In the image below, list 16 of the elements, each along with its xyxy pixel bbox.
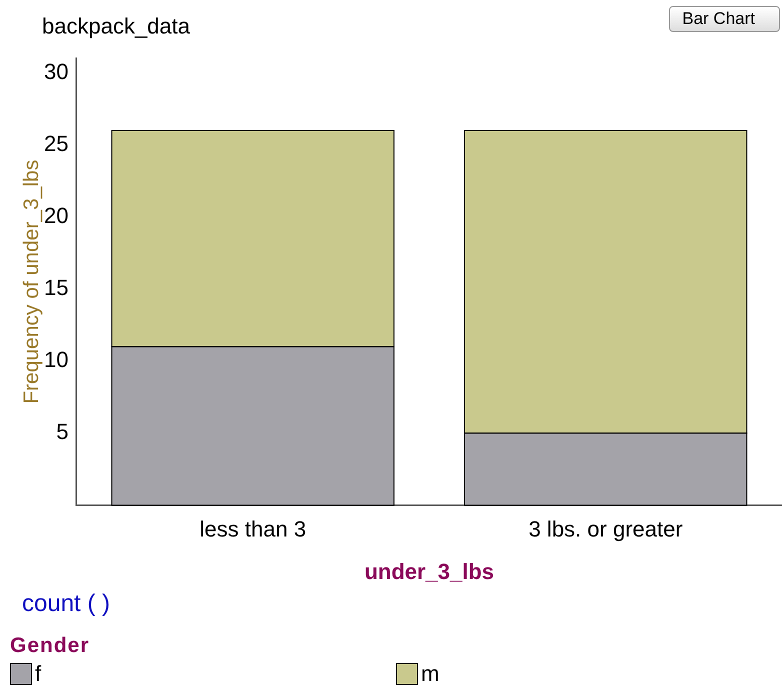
- y-tick-label: 5: [56, 419, 68, 444]
- x-tick-label: 3 lbs. or greater: [528, 516, 683, 542]
- y-axis-title: Frequency of under_3_lbs: [20, 160, 43, 404]
- y-tick-label: 15: [44, 275, 68, 300]
- y-tick-label: 10: [44, 347, 68, 372]
- y-tick-label: 25: [44, 130, 68, 156]
- legend-label: f: [35, 661, 42, 686]
- legend-title: Gender: [10, 634, 90, 658]
- y-tick-label: 30: [44, 58, 68, 84]
- y-tick-label: 20: [44, 203, 68, 228]
- x-tick-label: less than 3: [200, 516, 306, 542]
- chart-title: backpack_data: [42, 13, 191, 38]
- legend-label: m: [421, 661, 440, 686]
- text: Bar Chart: [669, 6, 780, 32]
- text: count ( ): [22, 590, 110, 618]
- x-axis-title: under_3_lbs: [364, 558, 494, 584]
